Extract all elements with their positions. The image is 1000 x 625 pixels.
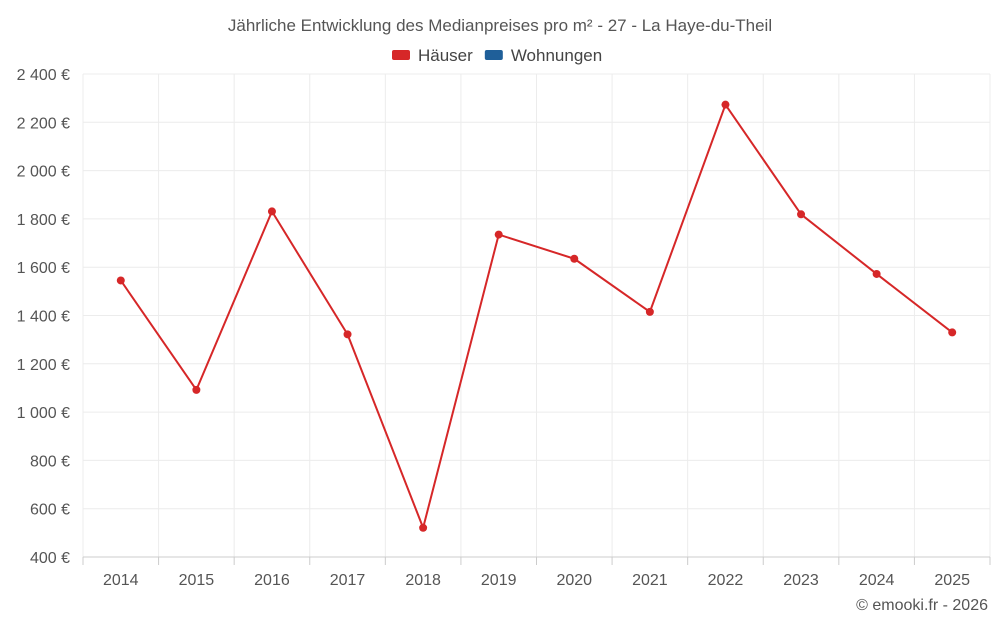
legend-swatch (484, 50, 503, 60)
x-axis: 2014 2015 2016 2017 2018 2019 2020 2021 2022 2023… (82, 556, 991, 589)
y-tick-label: 1 000 € (17, 405, 70, 422)
x-tick-label: 2024 (859, 572, 895, 589)
data-point[interactable] (419, 523, 428, 532)
y-tick-label: 2 000 € (17, 164, 70, 181)
y-tick-label: 2 400 € (17, 67, 70, 84)
legend-label: Häuser (418, 46, 473, 65)
x-tick-label: 2014 (103, 572, 139, 589)
data-point[interactable] (948, 328, 957, 337)
data-point[interactable] (645, 307, 654, 316)
x-tick-label: 2025 (934, 572, 970, 589)
legend: Häuser Wohnungen (392, 46, 602, 65)
y-tick-label: 2 200 € (17, 115, 70, 132)
data-point[interactable] (494, 230, 503, 239)
data-point[interactable] (570, 254, 579, 263)
x-tick-label: 2021 (632, 572, 668, 589)
legend-item[interactable]: Wohnungen (484, 46, 602, 65)
y-tick-label: 1 600 € (17, 260, 70, 277)
y-tick-label: 600 € (30, 502, 70, 519)
data-point[interactable] (192, 385, 201, 394)
data-point[interactable] (872, 269, 881, 278)
x-tick-label: 2017 (330, 572, 366, 589)
y-tick-label: 1 800 € (17, 212, 70, 229)
chart-title: Jährliche Entwicklung des Medianpreises … (228, 16, 772, 35)
data-point[interactable] (267, 207, 276, 216)
data-point[interactable] (343, 330, 352, 339)
legend-swatch (392, 50, 410, 60)
x-tick-label: 2022 (708, 572, 744, 589)
y-tick-label: 800 € (30, 453, 70, 470)
y-tick-label: 1 400 € (17, 309, 70, 326)
x-tick-label: 2023 (783, 572, 819, 589)
y-tick-label: 400 € (30, 550, 70, 567)
y-tick-label: 1 200 € (17, 357, 70, 374)
series-line (119, 103, 953, 529)
y-axis: 400 € 600 € 800 € 1 000 € 1 200 € 1 400 € 1 60… (17, 67, 70, 567)
credit-text: © emooki.fr - 2026 (856, 597, 988, 614)
data-point[interactable] (116, 276, 125, 285)
grid (82, 73, 991, 558)
x-tick-label: 2020 (556, 572, 592, 589)
x-tick-label: 2019 (481, 572, 517, 589)
x-tick-label: 2016 (254, 572, 290, 589)
x-tick-label: 2018 (405, 572, 441, 589)
data-point[interactable] (797, 210, 806, 219)
series-layer (116, 100, 957, 532)
x-tick-label: 2015 (179, 572, 215, 589)
legend-item[interactable]: Häuser (392, 46, 473, 65)
legend-label: Wohnungen (511, 46, 602, 65)
series-Häuser (116, 100, 957, 532)
data-point[interactable] (721, 100, 730, 109)
